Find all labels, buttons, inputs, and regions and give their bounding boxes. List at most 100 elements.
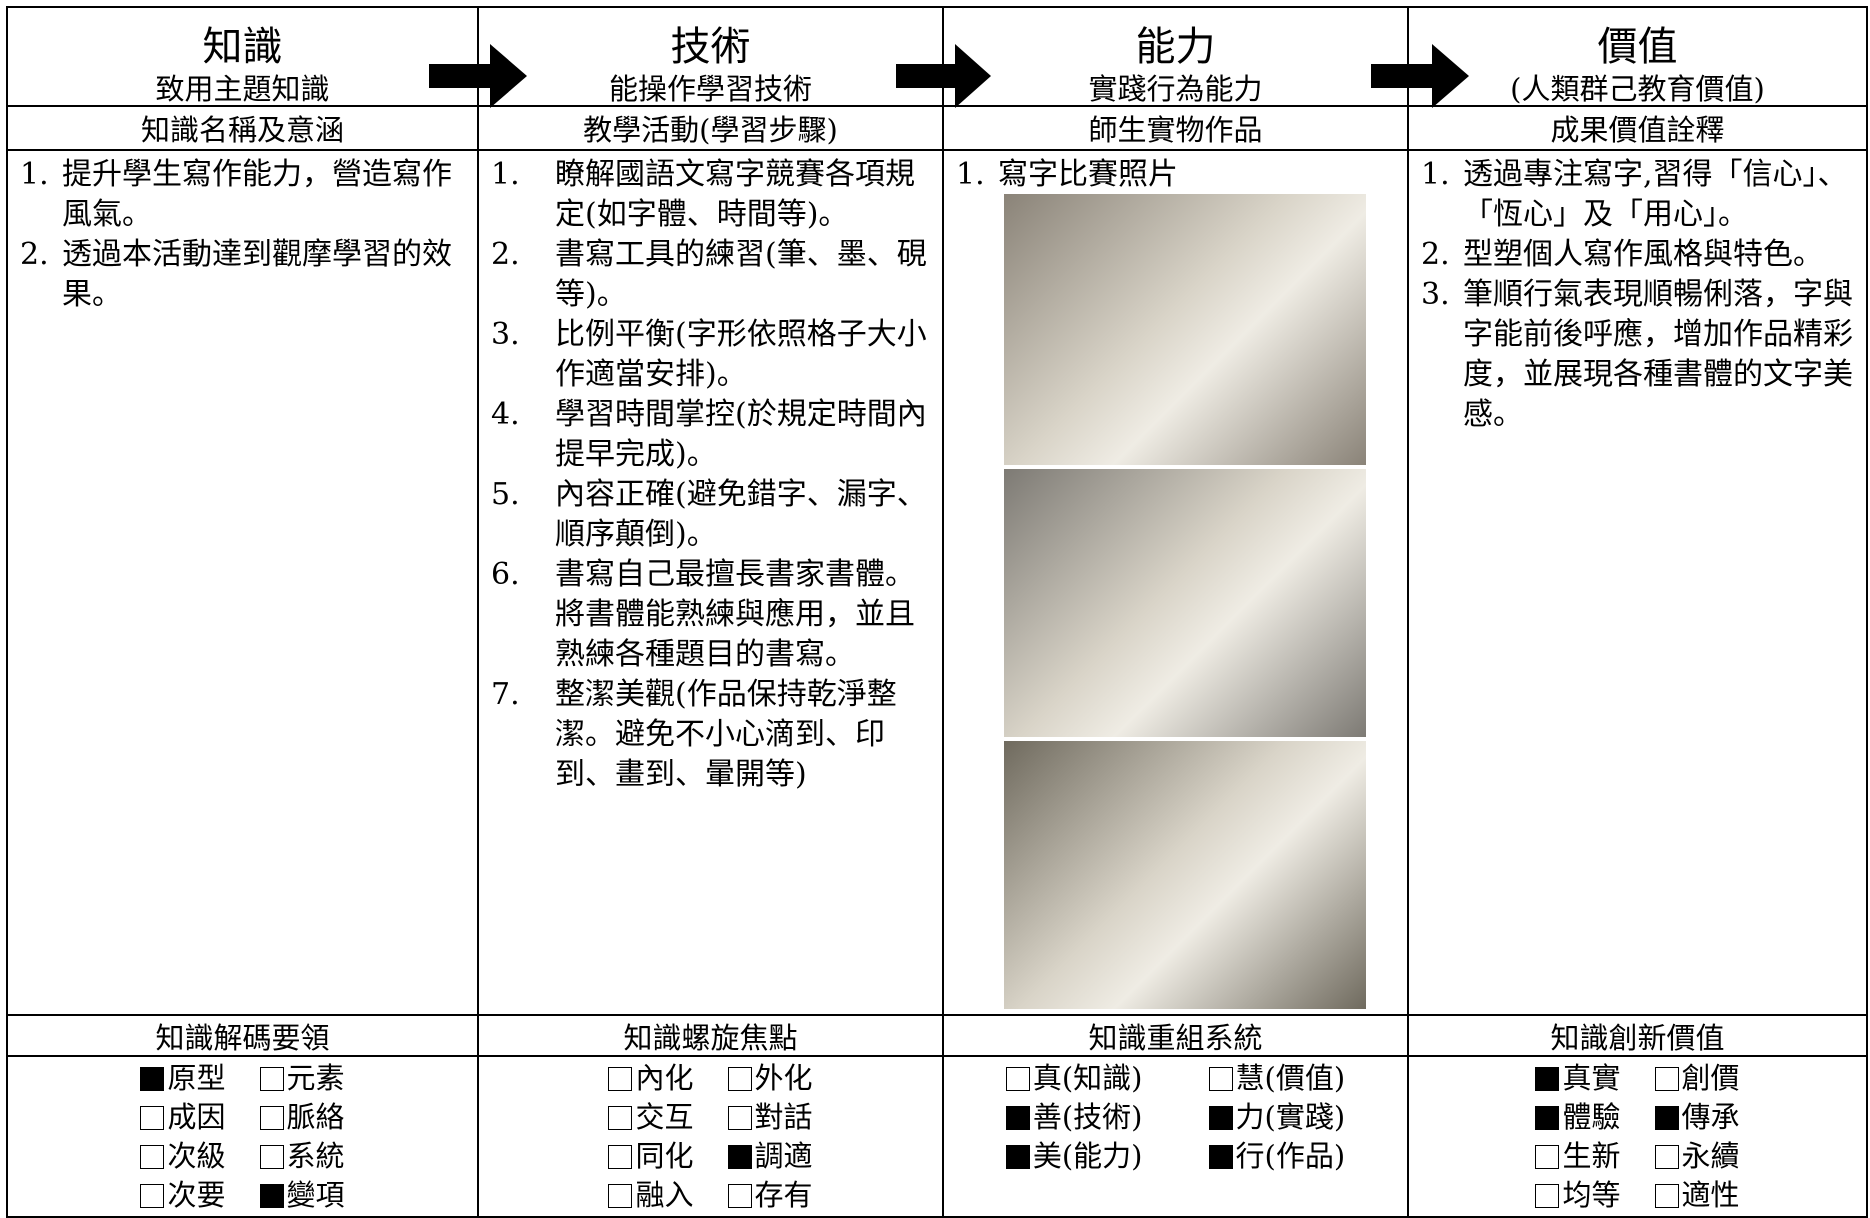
- checkbox-label: 次要: [167, 1178, 226, 1212]
- checkbox-unchecked: [1005, 1067, 1030, 1091]
- checkbox-label: 永續: [1681, 1139, 1740, 1173]
- checkbox-unchecked: [608, 1067, 633, 1091]
- checkbox-checked: [1005, 1106, 1030, 1130]
- column-title: 知識: [202, 24, 283, 70]
- column-title: 價值: [1597, 24, 1678, 70]
- column-subtitle: (人類群己教育價值): [1510, 72, 1765, 106]
- checkbox-unchecked: [727, 1106, 752, 1130]
- checkbox-checked: [1208, 1145, 1233, 1169]
- checkbox-label: 適性: [1681, 1178, 1740, 1212]
- checkbox-unchecked: [259, 1067, 284, 1091]
- checkbox-grid: 真(知識) 慧(價值) 善(技術) 力(實踐) 美(能力) 行(作品): [944, 1057, 1407, 1176]
- lower-heading-cell: 知識重組系統: [942, 1014, 1409, 1057]
- checkbox-grid: 內化 外化 交互 對話 同化 調適 融入 存有: [479, 1057, 942, 1215]
- checkbox-label: 存有: [754, 1178, 813, 1212]
- list-item: 3. 比例平衡(字形依照格子大小作適當安排)。: [491, 315, 932, 395]
- arrow: [1371, 44, 1469, 108]
- lower-heading: 知識創新價值: [1550, 1020, 1725, 1055]
- checkbox-item: 次要: [140, 1176, 226, 1215]
- checkbox-item: 外化: [727, 1059, 813, 1098]
- content-cell: 1. 瞭解國語文寫字競賽各項規定(如字體、時間等)。 2. 書寫工具的練習(筆、墨、硯…: [477, 149, 944, 1016]
- item-number: 3.: [491, 317, 520, 352]
- checkbox-item: 適性: [1654, 1176, 1740, 1215]
- checkbox-unchecked: [1535, 1184, 1560, 1208]
- lower-heading-cell: 知識螺旋焦點: [477, 1014, 944, 1057]
- photo: [1004, 469, 1366, 737]
- checkbox-item: 真(知識): [1005, 1059, 1143, 1098]
- checkbox-label: 同化: [635, 1139, 694, 1173]
- content-cell: 1. 透過專注寫字,習得「信心」、「恆心」及「用心」。 2. 型塑個人寫作風格與特色。…: [1407, 149, 1868, 1016]
- section-heading: 師生實物作品: [1088, 113, 1263, 147]
- checkbox-item: 傳承: [1654, 1098, 1740, 1137]
- checkbox-label: 脈絡: [286, 1100, 345, 1134]
- item-number: 7.: [491, 677, 520, 712]
- item-text: 書寫工具的練習(筆、墨、硯等)。: [555, 237, 927, 312]
- checkbox-item: 內化: [608, 1059, 694, 1098]
- item-number: 2.: [1421, 237, 1450, 272]
- list-item: 3. 筆順行氣表現順暢俐落，字與字能前後呼應，增加作品精彩度，並展現各種書體的文字…: [1421, 275, 1856, 435]
- item-number: 3.: [1421, 277, 1450, 312]
- list-item: 2. 書寫工具的練習(筆、墨、硯等)。: [491, 235, 932, 315]
- section-heading: 教學活動(學習步驟): [583, 113, 838, 147]
- checkbox-label: 調適: [754, 1139, 813, 1173]
- checkbox-label: 真(知識): [1032, 1061, 1143, 1095]
- checkbox-unchecked: [608, 1145, 633, 1169]
- list-item: 6. 書寫自己最擅長書家書體。將書體能熟練與應用，並且熟練各種題目的書寫。: [491, 555, 932, 675]
- header-cell: 能力 實踐行為能力: [942, 6, 1409, 107]
- checkbox-grid: 真實 創價 體驗 傳承 生新 永續 均等 適性: [1409, 1057, 1866, 1215]
- checkbox-unchecked: [1654, 1184, 1679, 1208]
- checkbox-item: 慧(價值): [1208, 1059, 1345, 1098]
- item-text: 瞭解國語文寫字競賽各項規定(如字體、時間等)。: [555, 157, 915, 232]
- checkbox-label: 均等: [1562, 1178, 1621, 1212]
- checkbox-checked: [140, 1067, 165, 1091]
- checkbox-item: 美(能力): [1005, 1137, 1143, 1176]
- checkbox-item: 元素: [259, 1059, 345, 1098]
- checkbox-unchecked: [140, 1145, 165, 1169]
- checkbox-item: 原型: [140, 1059, 226, 1098]
- checkbox-label: 交互: [635, 1100, 694, 1134]
- checkbox-unchecked: [1535, 1145, 1560, 1169]
- item-text: 比例平衡(字形依照格子大小作適當安排)。: [555, 317, 927, 392]
- column-title: 能力: [1135, 24, 1216, 70]
- section-heading: 成果價值詮釋: [1550, 113, 1725, 147]
- checkbox-label: 傳承: [1681, 1100, 1740, 1134]
- content-cell: 1. 提升學生寫作能力，營造寫作風氣。 2. 透過本活動達到觀摩學習的效果。: [6, 149, 479, 1016]
- checkbox-checked: [1208, 1106, 1233, 1130]
- item-text: 透過本活動達到觀摩學習的效果。: [62, 237, 452, 312]
- section-heading-cell: 教學活動(學習步驟): [477, 105, 944, 151]
- column-subtitle: 致用主題知識: [155, 72, 330, 106]
- checkbox-item: 成因: [140, 1098, 226, 1137]
- item-number: 2.: [20, 237, 49, 272]
- checkbox-cell: 內化 外化 交互 對話 同化 調適 融入 存有: [477, 1055, 944, 1218]
- list-item: 1. 寫字比賽照片: [956, 155, 1397, 195]
- checkbox-checked: [1535, 1067, 1560, 1091]
- checkbox-grid: 原型 元素 成因 脈絡 次級 系統 次要 變項: [8, 1057, 477, 1215]
- checkbox-item: 次級: [140, 1137, 226, 1176]
- item-text: 整潔美觀(作品保持乾淨整潔。避免不小心滴到、印到、畫到、暈開等): [555, 677, 897, 792]
- checkbox-item: 力(實踐): [1208, 1098, 1346, 1137]
- section-heading-cell: 知識名稱及意涵: [6, 105, 479, 151]
- item-number: 1.: [491, 157, 520, 192]
- list-item: 4. 學習時間掌控(於規定時間內提早完成)。: [491, 395, 932, 475]
- list-item: 7. 整潔美觀(作品保持乾淨整潔。避免不小心滴到、印到、畫到、暈開等): [491, 675, 932, 795]
- checkbox-checked: [259, 1184, 284, 1208]
- item-number: 1.: [1421, 157, 1450, 192]
- checkbox-unchecked: [1654, 1145, 1679, 1169]
- checkbox-item: 存有: [727, 1176, 813, 1215]
- checkbox-label: 力(實踐): [1235, 1100, 1346, 1134]
- checkbox-checked: [727, 1145, 752, 1169]
- checkbox-unchecked: [259, 1106, 284, 1130]
- column-title: 技術: [670, 24, 751, 70]
- list-item: 1. 瞭解國語文寫字競賽各項規定(如字體、時間等)。: [491, 155, 932, 235]
- checkbox-unchecked: [1654, 1067, 1679, 1091]
- checkbox-label: 原型: [167, 1061, 226, 1095]
- checkbox-checked: [1535, 1106, 1560, 1130]
- checkbox-unchecked: [140, 1184, 165, 1208]
- checkbox-item: 善(技術): [1005, 1098, 1143, 1137]
- checkbox-label: 元素: [286, 1061, 345, 1095]
- checkbox-unchecked: [727, 1184, 752, 1208]
- header-cell: 知識 致用主題知識: [6, 6, 479, 107]
- list-item: 2. 型塑個人寫作風格與特色。: [1421, 235, 1856, 275]
- checkbox-item: 均等: [1535, 1176, 1621, 1215]
